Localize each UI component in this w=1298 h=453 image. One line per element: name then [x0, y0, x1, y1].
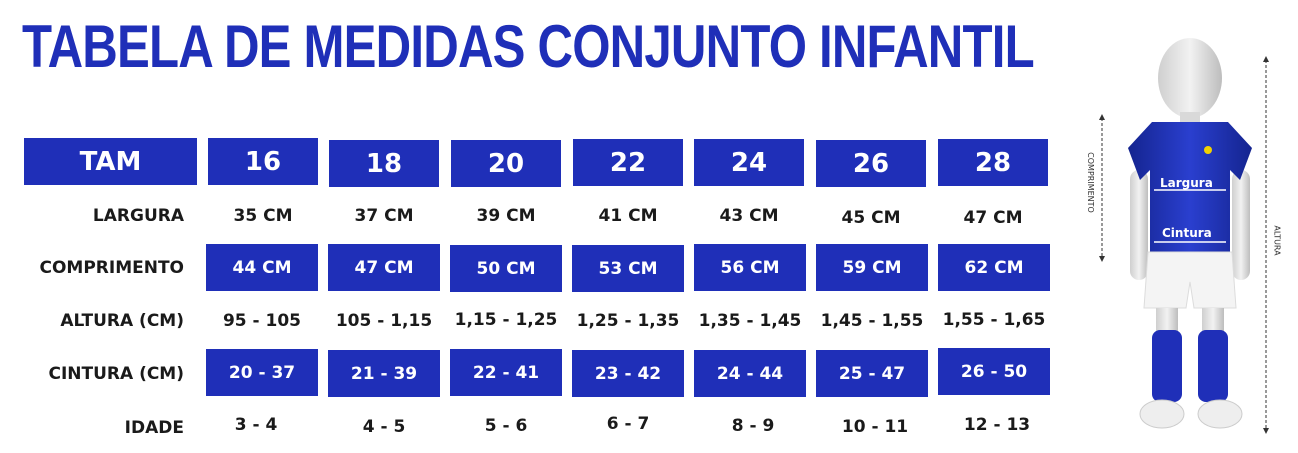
cintura-28: 26 - 50	[938, 348, 1050, 395]
header-size-28: 28	[938, 139, 1048, 186]
header-size-16: 16	[208, 138, 318, 185]
row-label-comprimento: COMPRIMENTO	[39, 258, 184, 278]
figure-cintura-label: Cintura	[1162, 226, 1212, 240]
altura-18: 105 - 1,15	[335, 311, 433, 331]
altura-28: 1,55 - 1,65	[942, 310, 1046, 330]
altura-16: 95 - 105	[222, 311, 302, 331]
cintura-24: 24 - 44	[694, 350, 806, 397]
cintura-16: 20 - 37	[206, 349, 318, 396]
header-size-24: 24	[694, 139, 804, 186]
header-size-18: 18	[329, 140, 439, 187]
child-mannequin-figure	[1099, 38, 1269, 434]
cintura-26: 25 - 47	[816, 350, 928, 397]
row-label-cintura: CINTURA (CM)	[48, 364, 184, 384]
idade-28: 12 - 13	[963, 415, 1031, 435]
comprimento-28: 62 CM	[938, 244, 1050, 291]
comprimento-20: 50 CM	[450, 245, 562, 292]
idade-18: 4 - 5	[362, 417, 406, 437]
row-label-altura: ALTURA (CM)	[60, 311, 184, 331]
header-size-20: 20	[451, 140, 561, 187]
idade-24: 8 - 9	[731, 416, 775, 436]
comprimento-22: 53 CM	[572, 245, 684, 292]
row-label-largura: LARGURA	[92, 206, 184, 226]
altura-20: 1,15 - 1,25	[454, 310, 558, 330]
figure-largura-label: Largura	[1160, 176, 1213, 190]
comprimento-18: 47 CM	[328, 244, 440, 291]
page-title: TABELA DE MEDIDAS CONJUNTO INFANTIL	[22, 13, 1035, 80]
cintura-20: 22 - 41	[450, 349, 562, 396]
figure-altura-label: ALTURA	[1272, 225, 1282, 256]
largura-20: 39 CM	[476, 206, 536, 226]
idade-16: 3 - 4	[234, 415, 278, 435]
idade-20: 5 - 6	[484, 416, 528, 436]
idade-22: 6 - 7	[606, 414, 650, 434]
largura-26: 45 CM	[841, 208, 901, 228]
largura-16: 35 CM	[233, 206, 293, 226]
altura-24: 1,35 - 1,45	[698, 311, 802, 331]
row-label-idade: IDADE	[124, 418, 184, 438]
largura-24: 43 CM	[719, 206, 779, 226]
header-tam-cell: TAM	[24, 138, 197, 185]
cintura-18: 21 - 39	[328, 350, 440, 397]
comprimento-26: 59 CM	[816, 244, 928, 291]
comprimento-16: 44 CM	[206, 244, 318, 291]
largura-22: 41 CM	[598, 206, 658, 226]
header-size-22: 22	[573, 139, 683, 186]
idade-26: 10 - 11	[841, 417, 909, 437]
cintura-22: 23 - 42	[572, 350, 684, 397]
altura-26: 1,45 - 1,55	[820, 311, 924, 331]
largura-18: 37 CM	[354, 206, 414, 226]
comprimento-24: 56 CM	[694, 244, 806, 291]
largura-28: 47 CM	[963, 208, 1023, 228]
figure-comprimento-label: COMPRIMENTO	[1085, 152, 1095, 213]
header-size-26: 26	[816, 140, 926, 187]
altura-22: 1,25 - 1,35	[576, 311, 680, 331]
